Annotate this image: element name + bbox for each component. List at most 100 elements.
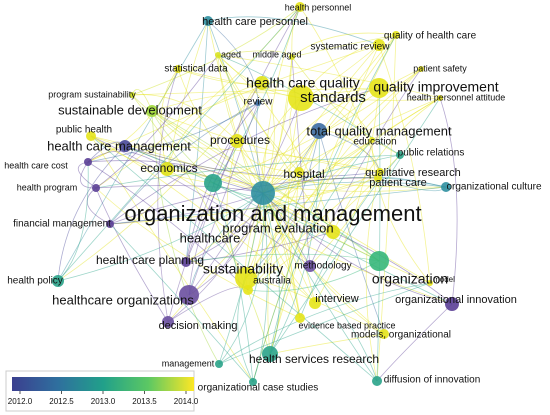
node [92,184,100,192]
edge [157,68,179,323]
edge [237,277,254,383]
node [174,65,182,73]
edge [57,20,209,282]
edge [252,44,380,383]
node-label: middle aged [252,49,301,59]
node-label: organization and management [124,201,421,226]
edge [188,192,264,296]
node-label: health care management [47,138,191,153]
edge [439,97,458,305]
node [379,329,389,339]
node-label: aged [221,49,241,59]
node [249,378,257,386]
color-legend: 2012.0 2012.5 2013.0 2013.5 2014.0 [5,370,199,412]
node-label: health personnel [285,2,352,12]
edge [87,161,249,291]
edge [90,135,378,382]
edge [57,161,89,282]
edge [212,182,254,383]
node [255,100,261,106]
edge [318,130,385,335]
edge [185,253,380,263]
node [437,95,443,101]
edge [252,192,268,383]
edge [318,130,381,173]
edge [95,185,264,194]
node [326,225,340,239]
node-label: interview [315,293,358,305]
node-label: models, organizational [351,330,451,341]
edge [90,135,214,184]
edge [247,56,293,291]
node-label: statistical data [164,64,228,75]
edge [291,34,397,58]
edge [262,181,447,194]
edge [217,54,300,173]
edge [95,54,219,189]
node [373,39,385,51]
edge [90,135,264,194]
node [374,174,382,182]
node-label: financial management [13,219,111,230]
edge [218,282,431,365]
edge [167,6,301,323]
edge [90,135,316,304]
node-label: australia [253,276,291,287]
edge [151,110,220,365]
edge [309,265,385,335]
node [235,267,257,289]
node [251,181,275,205]
edge [245,130,320,279]
node-label: organizational case studies [198,383,319,394]
edge [269,34,397,355]
edge [217,54,264,194]
node-label: health personnel attitude [407,92,506,102]
edge [247,68,422,291]
node [294,167,304,177]
node-label: decision making [159,320,238,332]
edge [262,192,378,382]
node-label: health care quality [246,75,360,91]
edge [262,68,422,194]
node [162,316,174,328]
edge [269,139,373,355]
edge [376,303,453,382]
edge [378,44,431,284]
edge [166,82,263,170]
edge [166,168,447,192]
node-label: patient safety [413,63,467,73]
edge [57,192,264,282]
node-label: model [433,275,455,284]
node-label: public relations [398,148,465,159]
node [160,162,174,176]
edge [252,34,397,383]
edge [212,6,301,184]
edge [245,130,320,279]
edge [226,140,247,279]
edge [218,282,431,365]
node [181,257,191,267]
edge [166,168,453,305]
node [295,2,305,12]
edge [109,177,379,225]
edge [87,102,259,163]
edge [332,97,441,233]
edge [207,20,264,194]
node-label: healthcare [180,230,241,245]
node [372,376,382,386]
edge [262,97,441,194]
node [427,280,433,286]
edge [262,56,293,194]
node [396,151,404,159]
edge [151,92,302,112]
node-label: management [162,358,215,368]
edge [309,265,378,382]
edge [269,171,300,355]
node [309,297,321,309]
node [203,16,213,26]
node [215,52,221,58]
edge [309,68,422,267]
node-label: healthcare organizations [52,292,194,307]
edge [87,68,179,163]
node [52,275,64,287]
